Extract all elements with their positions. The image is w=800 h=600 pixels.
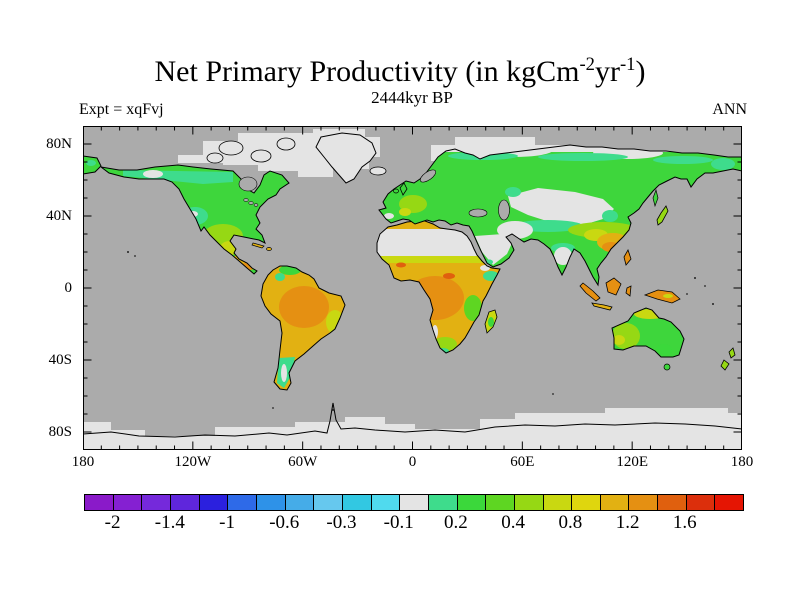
new-guinea-yellow-patch [663, 294, 673, 298]
colorbar-segment [514, 495, 544, 510]
lon-tick-label: 180 [71, 454, 95, 470]
iceland [369, 166, 387, 176]
colorbar-segment [572, 495, 601, 510]
tasmania [663, 363, 671, 371]
plot-title: Net Primary Productivity (in kgCm-2yr-1) [154, 54, 646, 88]
colorbar-segment [486, 495, 515, 510]
colorbar-segment [600, 495, 630, 510]
colorbar-segment [285, 495, 315, 510]
lon-tick-label: 60W [288, 454, 318, 470]
colorbar-segment [371, 495, 401, 510]
great-britain [399, 182, 408, 196]
lat-tick-label: 40S [48, 352, 72, 368]
baltic-sea [419, 169, 437, 183]
plot-subtitle: 2444kyr BP [371, 88, 453, 107]
colorbar-tick-label: -0.6 [269, 512, 300, 533]
colorbar-tick-label: 0.8 [558, 512, 583, 533]
colorbar-tick-label: 0.4 [501, 512, 525, 533]
colorbar-segment [314, 495, 343, 510]
experiment-label: Expt = xqFvj [79, 101, 164, 118]
season-label: ANN [712, 101, 747, 118]
sakhalin [652, 188, 659, 208]
hispaniola [266, 247, 272, 251]
cuba [251, 242, 265, 249]
colorbar-tick-label: 1.2 [615, 512, 640, 533]
great-lakes [243, 198, 259, 207]
title-superscript-minus1: -1 [619, 54, 636, 75]
antarctica-coastline [83, 402, 742, 438]
madagascar-green [488, 317, 494, 327]
chukotka-teal-patch [86, 160, 96, 166]
hudson-bay [238, 176, 258, 192]
greenland [315, 132, 377, 184]
colorbar-segment [170, 495, 200, 510]
lat-tick-label: 0 [64, 280, 73, 296]
canadian-arctic-islands [206, 137, 296, 164]
colorbar-segment [85, 495, 114, 510]
map-border [83, 126, 742, 450]
colorbar-segment [457, 495, 487, 510]
colorbar [84, 494, 744, 511]
lon-tick-label: 0 [408, 454, 417, 470]
colorbar-segment [142, 495, 171, 510]
colorbar-segment [228, 495, 257, 510]
colorbar-tick-label: -1.4 [154, 512, 185, 533]
colorbar-tick-label: -1 [219, 512, 235, 533]
lon-tick-label: 120E [616, 454, 648, 470]
colorbar-segment [629, 495, 659, 510]
japan [656, 205, 669, 226]
lat-tick-label: 80N [46, 136, 72, 152]
colorbar-segment [113, 495, 143, 510]
colorbar-segment [256, 495, 286, 510]
caspian-sea [498, 199, 510, 221]
colorbar-tick-label: -2 [104, 512, 121, 533]
colorbar-tick-label: 0.2 [444, 512, 468, 533]
colorbar-segment [199, 495, 229, 510]
colorbar-segment [715, 495, 744, 510]
world-map-svg [83, 126, 742, 450]
colorbar-segment [342, 495, 372, 510]
colorbar-segment [428, 495, 458, 510]
ireland [393, 188, 399, 194]
lat-tick-label: 40N [46, 208, 72, 224]
colorbar-segment [686, 495, 716, 510]
antarctica [83, 408, 742, 450]
colorbar-tick-label: 1.6 [672, 512, 697, 533]
colorbar-tick-label: -0.1 [383, 512, 414, 533]
lat-tick-label: 80S [48, 424, 72, 440]
colorbar-segment [543, 495, 573, 510]
colorbar-tick-label: -0.3 [326, 512, 357, 533]
lon-tick-label: 60E [510, 454, 535, 470]
southeast-asia-islands [579, 249, 681, 311]
colorbar-segment [658, 495, 687, 510]
island-specks [127, 251, 714, 411]
black-sea [468, 208, 488, 218]
new-zealand [720, 347, 736, 371]
lon-tick-label: 180 [730, 454, 754, 470]
map-tick-marks [83, 126, 742, 450]
lon-tick-label: 120W [174, 454, 212, 470]
colorbar-segment [400, 495, 429, 510]
world-map-panel [83, 126, 742, 450]
title-superscript-minus2: -2 [579, 54, 595, 75]
